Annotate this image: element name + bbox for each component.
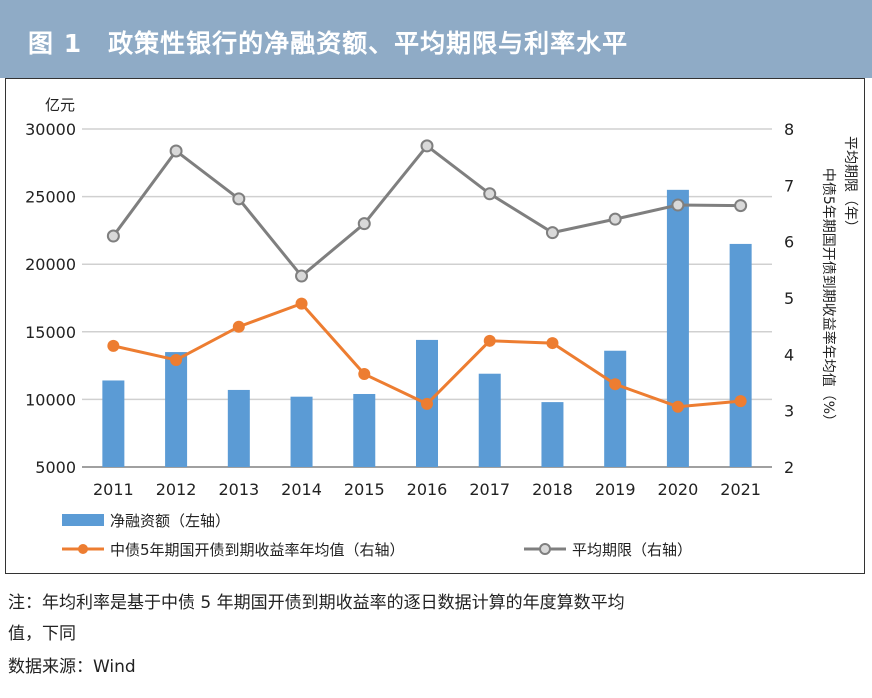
point-tenor xyxy=(357,217,371,231)
legend-label-bar: 净融资额（左轴） xyxy=(110,512,230,530)
note-line-1: 注：年均利率是基于中债 5 年期国开债到期收益率的逐日数据计算的年度算数平均 xyxy=(8,593,625,613)
right-tick-label: 5 xyxy=(784,289,794,308)
right-tick-label: 7 xyxy=(784,176,794,195)
point-rate xyxy=(295,297,308,310)
line-tenor xyxy=(112,143,741,279)
right-axis-title-rate: 中债5年期国开债到期收益率年均值（%） xyxy=(820,168,837,428)
legend-marker-rate xyxy=(78,544,88,554)
left-axis-unit: 亿元 xyxy=(45,96,75,114)
x-tick-label: 2020 xyxy=(658,480,699,499)
chart: 5000 10000 15000 20000 25000 30000 2 3 4 5 6 7 8 亿元中债… xyxy=(25,96,858,559)
point-tenor xyxy=(232,192,246,206)
x-tick-label: 2019 xyxy=(595,480,636,499)
right-tick-label: 8 xyxy=(784,120,794,139)
left-tick-label: 10000 xyxy=(25,390,76,409)
point-tenor xyxy=(295,269,309,283)
left-tick-label: 15000 xyxy=(25,323,76,342)
bar xyxy=(729,243,752,467)
left-tick-label: 30000 xyxy=(25,120,76,139)
point-rate xyxy=(421,397,433,410)
x-tick-label: 2015 xyxy=(344,480,385,499)
bar xyxy=(227,389,250,467)
left-tick-label: 25000 xyxy=(25,188,76,207)
right-axis-title-tenor: 平均期限（年） xyxy=(842,136,858,234)
x-tick-label: 2016 xyxy=(407,480,448,499)
point-tenor xyxy=(106,229,120,243)
bar xyxy=(604,350,627,467)
note-line-2: 值，下同 xyxy=(8,624,76,644)
x-tick-label: 2018 xyxy=(532,480,573,499)
x-tick-label: 2011 xyxy=(93,480,134,499)
bar xyxy=(102,380,125,467)
bar xyxy=(353,393,376,467)
point-rate xyxy=(483,334,496,347)
chart-title: 图 1 政策性银行的净融资额、平均期限与利率水平 xyxy=(28,29,629,58)
point-tenor xyxy=(169,144,183,158)
point-rate xyxy=(734,395,747,408)
bar xyxy=(666,189,689,467)
x-tick-label: 2017 xyxy=(469,480,510,499)
x-tick-label: 2021 xyxy=(720,480,761,499)
point-rate xyxy=(671,400,684,413)
right-tick-label: 4 xyxy=(784,345,794,364)
chart-frame xyxy=(5,78,865,574)
data-source: 数据来源：Wind xyxy=(8,657,136,677)
point-rate xyxy=(170,353,183,366)
point-tenor xyxy=(483,187,497,201)
bar xyxy=(290,396,313,467)
left-tick-label: 20000 xyxy=(25,255,76,274)
legend-label-rate: 中债5年期国开债到期收益率年均值（右轴） xyxy=(110,541,405,559)
point-rate xyxy=(546,337,559,350)
x-tick-label: 2013 xyxy=(218,480,259,499)
bar xyxy=(541,402,564,467)
right-tick-label: 6 xyxy=(784,233,794,252)
point-rate xyxy=(358,368,371,381)
bar xyxy=(165,352,188,467)
point-rate xyxy=(107,339,120,352)
bar xyxy=(478,373,501,467)
right-tick-label: 3 xyxy=(784,402,794,421)
point-rate xyxy=(232,320,245,333)
point-tenor xyxy=(420,139,434,153)
point-tenor xyxy=(608,212,622,226)
legend-marker-tenor xyxy=(539,543,551,555)
left-tick-label: 5000 xyxy=(35,458,76,477)
point-rate xyxy=(609,378,622,391)
x-tick-label: 2014 xyxy=(281,480,322,499)
right-tick-label: 2 xyxy=(784,458,794,477)
x-tick-label: 2012 xyxy=(156,480,197,499)
point-tenor xyxy=(734,199,748,213)
point-tenor xyxy=(671,198,685,212)
title-band: 图 1 政策性银行的净融资额、平均期限与利率水平 xyxy=(0,0,872,78)
point-tenor xyxy=(545,226,559,240)
legend-label-tenor: 平均期限（右轴） xyxy=(572,541,692,559)
legend-swatch-bar xyxy=(62,514,104,526)
